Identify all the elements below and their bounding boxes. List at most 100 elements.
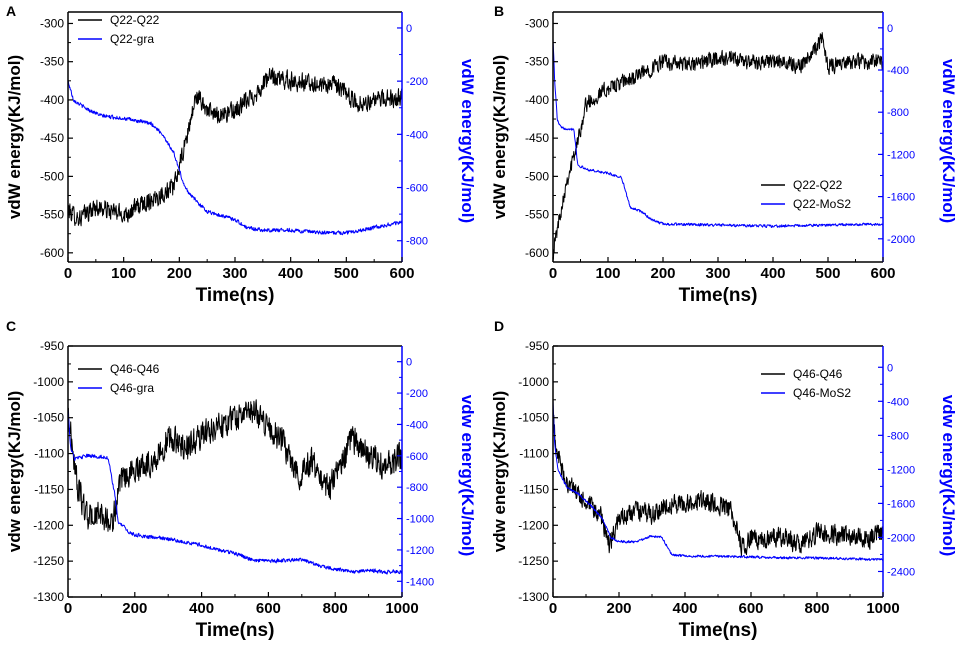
x-tick-label: 600 [738,600,763,617]
y-tick-label-right: 0 [406,23,412,35]
legend-label: Q46-Q46 [110,362,160,376]
y-tick-label-left: -1300 [518,590,549,604]
y-tick-label-left: -450 [525,131,549,145]
y-tick-label-left: -350 [525,55,549,69]
y-tick-label-left: -1250 [518,554,549,568]
x-tick-label: 400 [189,600,214,617]
x-tick-label: 1000 [866,600,899,617]
y-tick-label-left: -400 [525,93,549,107]
y-tick-label-left: -950 [525,339,549,353]
y-tick-label-right: -800 [406,236,428,248]
legend-label: Q46-Q46 [793,367,843,381]
y-axis-label-left: vdw energy(KJ/mol) [5,391,24,553]
panel-b: B 0 100 200 300 400 500 600 -300 -350 -400 -450 -500… [490,3,957,306]
y-tick-label-left: -400 [40,93,64,107]
legend-label: Q22-Q22 [110,13,160,27]
x-tick-label: 200 [606,600,631,617]
y-tick-label-left: -550 [525,208,549,222]
series-q46-gra [67,408,403,575]
x-tick-label: 200 [167,265,192,282]
y-tick-label-left: -1100 [519,447,549,461]
y-tick-label-left: -1100 [34,447,64,461]
legend-label: Q22-Q22 [793,178,843,192]
series-q46-q46 [67,399,403,532]
y-tick-label-right: -1200 [887,464,915,476]
y-axis-label-right: vdW energy(KJ/mol) [939,59,957,223]
x-axis-label: Time(ns) [196,285,275,306]
y-tick-label-left: -350 [40,55,64,69]
y-tick-label-left: -300 [40,16,64,30]
y-tick-label-left: -1300 [33,590,64,604]
series-q22-q22 [552,32,884,261]
x-tick-label: 0 [64,600,72,617]
x-tick-label: 0 [549,600,557,617]
y-tick-label-right: -2400 [887,566,915,578]
series-q46-mos2 [552,400,884,561]
x-axis-label: Time(ns) [679,620,758,641]
y-tick-label-right: -2000 [887,532,915,544]
x-tick-label: 400 [278,265,303,282]
x-tick-label: 600 [256,600,281,617]
x-axis-label: Time(ns) [679,285,758,306]
legend-label: Q22-MoS2 [793,197,851,211]
x-tick-label: 500 [815,265,840,282]
y-tick-label-right: -800 [406,482,428,494]
y-tick-label-right: 0 [406,357,412,369]
y-tick-label-right: 0 [887,23,893,35]
x-axis-label: Time(ns) [196,620,275,641]
y-tick-label-left: -1200 [518,518,549,532]
y-tick-label-left: -300 [525,16,549,30]
panel-d: D 0 200 400 600 800 1000 -950 -1000 -1050 -1100 -11… [490,318,957,641]
y-axis-label-left: vdW energy(KJ/mol) [490,55,509,219]
x-tick-label: 400 [672,600,697,617]
y-tick-label-left: -950 [40,339,64,353]
y-tick-label-right: -400 [406,419,428,431]
y-axis-label-right: vdw energy(KJ/mol) [458,395,477,557]
x-tick-label: 100 [111,265,136,282]
y-tick-label-left: -1200 [33,518,64,532]
y-tick-label-right: -800 [887,107,909,119]
panel-c: C 0 200 400 600 800 1000 -950 -1000 -1050 -1100 -11… [5,318,477,641]
x-tick-label: 300 [222,265,247,282]
x-tick-label: 600 [389,265,414,282]
y-axis-label-right: vdW energy(KJ/mol) [458,59,477,223]
x-tick-label: 100 [595,265,620,282]
y-tick-label-left: -600 [525,246,549,260]
y-tick-label-right: -400 [887,396,909,408]
y-tick-label-right: -400 [406,129,428,141]
x-tick-label: 800 [323,600,348,617]
panel-a: A 0 100 200 300 400 500 600 -300 -350 -400 -450 -500… [5,3,477,306]
y-tick-label-right: -400 [887,65,909,77]
series-q22-gra [67,80,403,236]
panel-letter-a: A [6,3,16,19]
y-tick-label-left: -500 [525,169,549,183]
y-tick-label-right: -1000 [406,514,434,526]
x-tick-label: 600 [870,265,895,282]
y-tick-label-right: -200 [406,76,428,88]
x-tick-label: 1000 [385,600,418,617]
y-tick-label-right: -600 [406,451,428,463]
y-tick-label-left: -1000 [518,375,549,389]
x-tick-label: 300 [705,265,730,282]
y-tick-label-left: -1050 [33,411,64,425]
x-tick-label: 400 [760,265,785,282]
series-q22-mos2 [552,39,884,228]
y-tick-label-left: -500 [40,169,64,183]
panel-letter-c: C [6,318,16,334]
y-tick-label-right: -2000 [887,234,915,246]
y-axis-label-left: vdW energy(KJ/mol) [5,55,24,219]
y-axis-label-right: vdw energy(KJ/mol) [939,395,957,557]
legend-label: Q46-gra [110,381,154,395]
y-tick-label-left: -550 [40,208,64,222]
y-tick-label-right: -1600 [887,498,915,510]
y-tick-label-right: -1400 [406,576,434,588]
y-axis-label-left: vdw energy(KJ/mol) [490,391,509,553]
y-tick-label-left: -600 [40,246,64,260]
y-tick-label-left: -1000 [33,375,64,389]
x-tick-label: 500 [334,265,359,282]
x-tick-label: 200 [122,600,147,617]
y-tick-label-left: -1150 [519,482,549,496]
y-tick-label-left: -1150 [34,482,64,496]
x-tick-label: 200 [650,265,675,282]
